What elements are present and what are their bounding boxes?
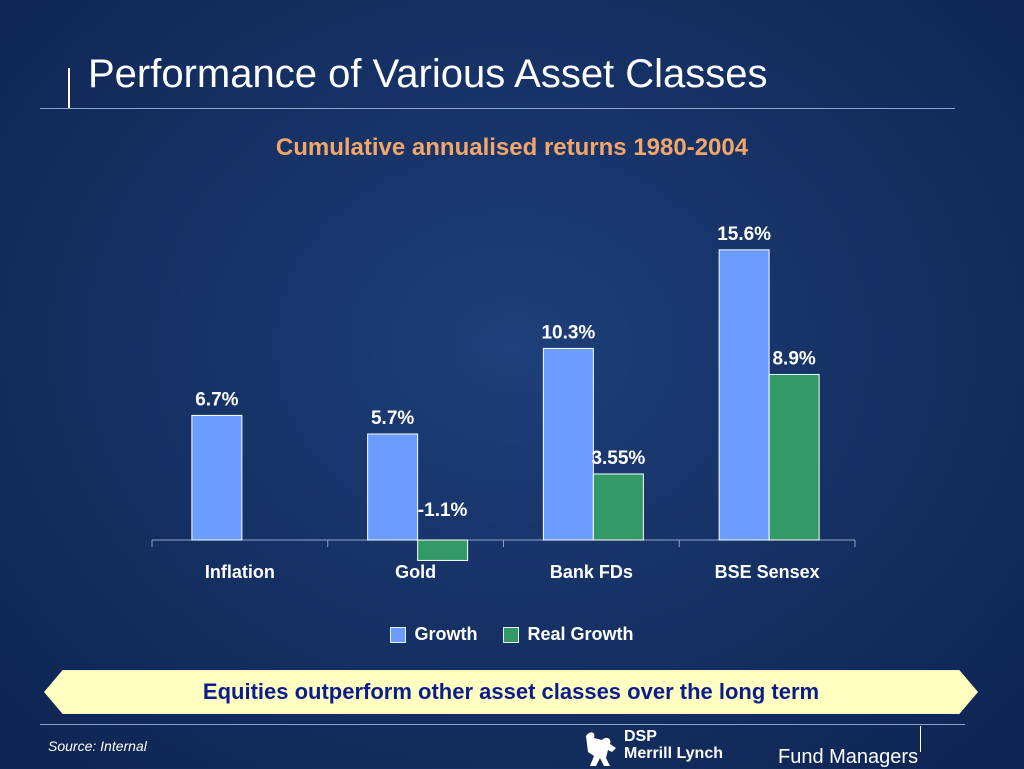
bar-real-growth-bse-sensex xyxy=(768,373,820,541)
data-label-growth-inflation: 6.7% xyxy=(195,389,238,410)
bar-growth-inflation xyxy=(191,414,243,541)
page-title: Performance of Various Asset Classes xyxy=(88,52,768,96)
banner-text: Equities outperform other asset classes … xyxy=(202,679,820,704)
bar-growth-bse-sensex xyxy=(718,249,770,541)
category-label-gold: Gold xyxy=(395,562,436,582)
key-message-banner: Equities outperform other asset classes … xyxy=(44,670,978,714)
title-divider xyxy=(40,108,955,109)
bull-icon xyxy=(586,732,616,766)
data-label-growth-bank-fds: 10.3% xyxy=(541,322,595,343)
legend-swatch-real-growth xyxy=(503,626,520,643)
logo-divider xyxy=(920,726,921,752)
logo-line-dsp: DSP xyxy=(624,728,657,745)
category-label-bse-sensex: BSE Sensex xyxy=(715,562,820,582)
bar-growth-bank-fds xyxy=(542,347,594,541)
chart-legend: Growth Real Growth xyxy=(0,624,1024,645)
legend-swatch-growth xyxy=(390,626,407,643)
data-label-growth-gold: 5.7% xyxy=(371,408,414,429)
bar-growth-gold xyxy=(367,433,419,541)
bar-real-growth-gold xyxy=(417,539,469,561)
data-label-real-growth-bse-sensex: 8.9% xyxy=(772,348,815,369)
logo-line-merrill-lynch: Merrill Lynch xyxy=(624,745,723,762)
data-label-growth-bse-sensex: 15.6% xyxy=(717,224,771,245)
source-note: Source: Internal xyxy=(48,738,147,754)
category-label-bank-fds: Bank FDs xyxy=(550,562,633,582)
legend-label-growth: Growth xyxy=(414,624,478,644)
chart-title: Cumulative annualised returns 1980-2004 xyxy=(275,134,749,161)
data-label-real-growth-bank-fds: 3.55% xyxy=(591,448,645,469)
title-accent-bar xyxy=(68,68,70,108)
data-label-real-growth-gold: -1.1% xyxy=(418,500,468,521)
legend-label-real-growth: Real Growth xyxy=(527,624,634,644)
category-label-inflation: Inflation xyxy=(205,562,275,582)
legend-item-growth: Growth xyxy=(390,624,477,645)
footer-divider xyxy=(40,724,965,725)
legend-item-real-growth: Real Growth xyxy=(503,624,634,645)
bar-real-growth-bank-fds xyxy=(592,473,644,541)
company-logo: DSP Merrill Lynch Fund Managers xyxy=(582,728,918,768)
logo-tagline: Fund Managers xyxy=(778,746,919,768)
